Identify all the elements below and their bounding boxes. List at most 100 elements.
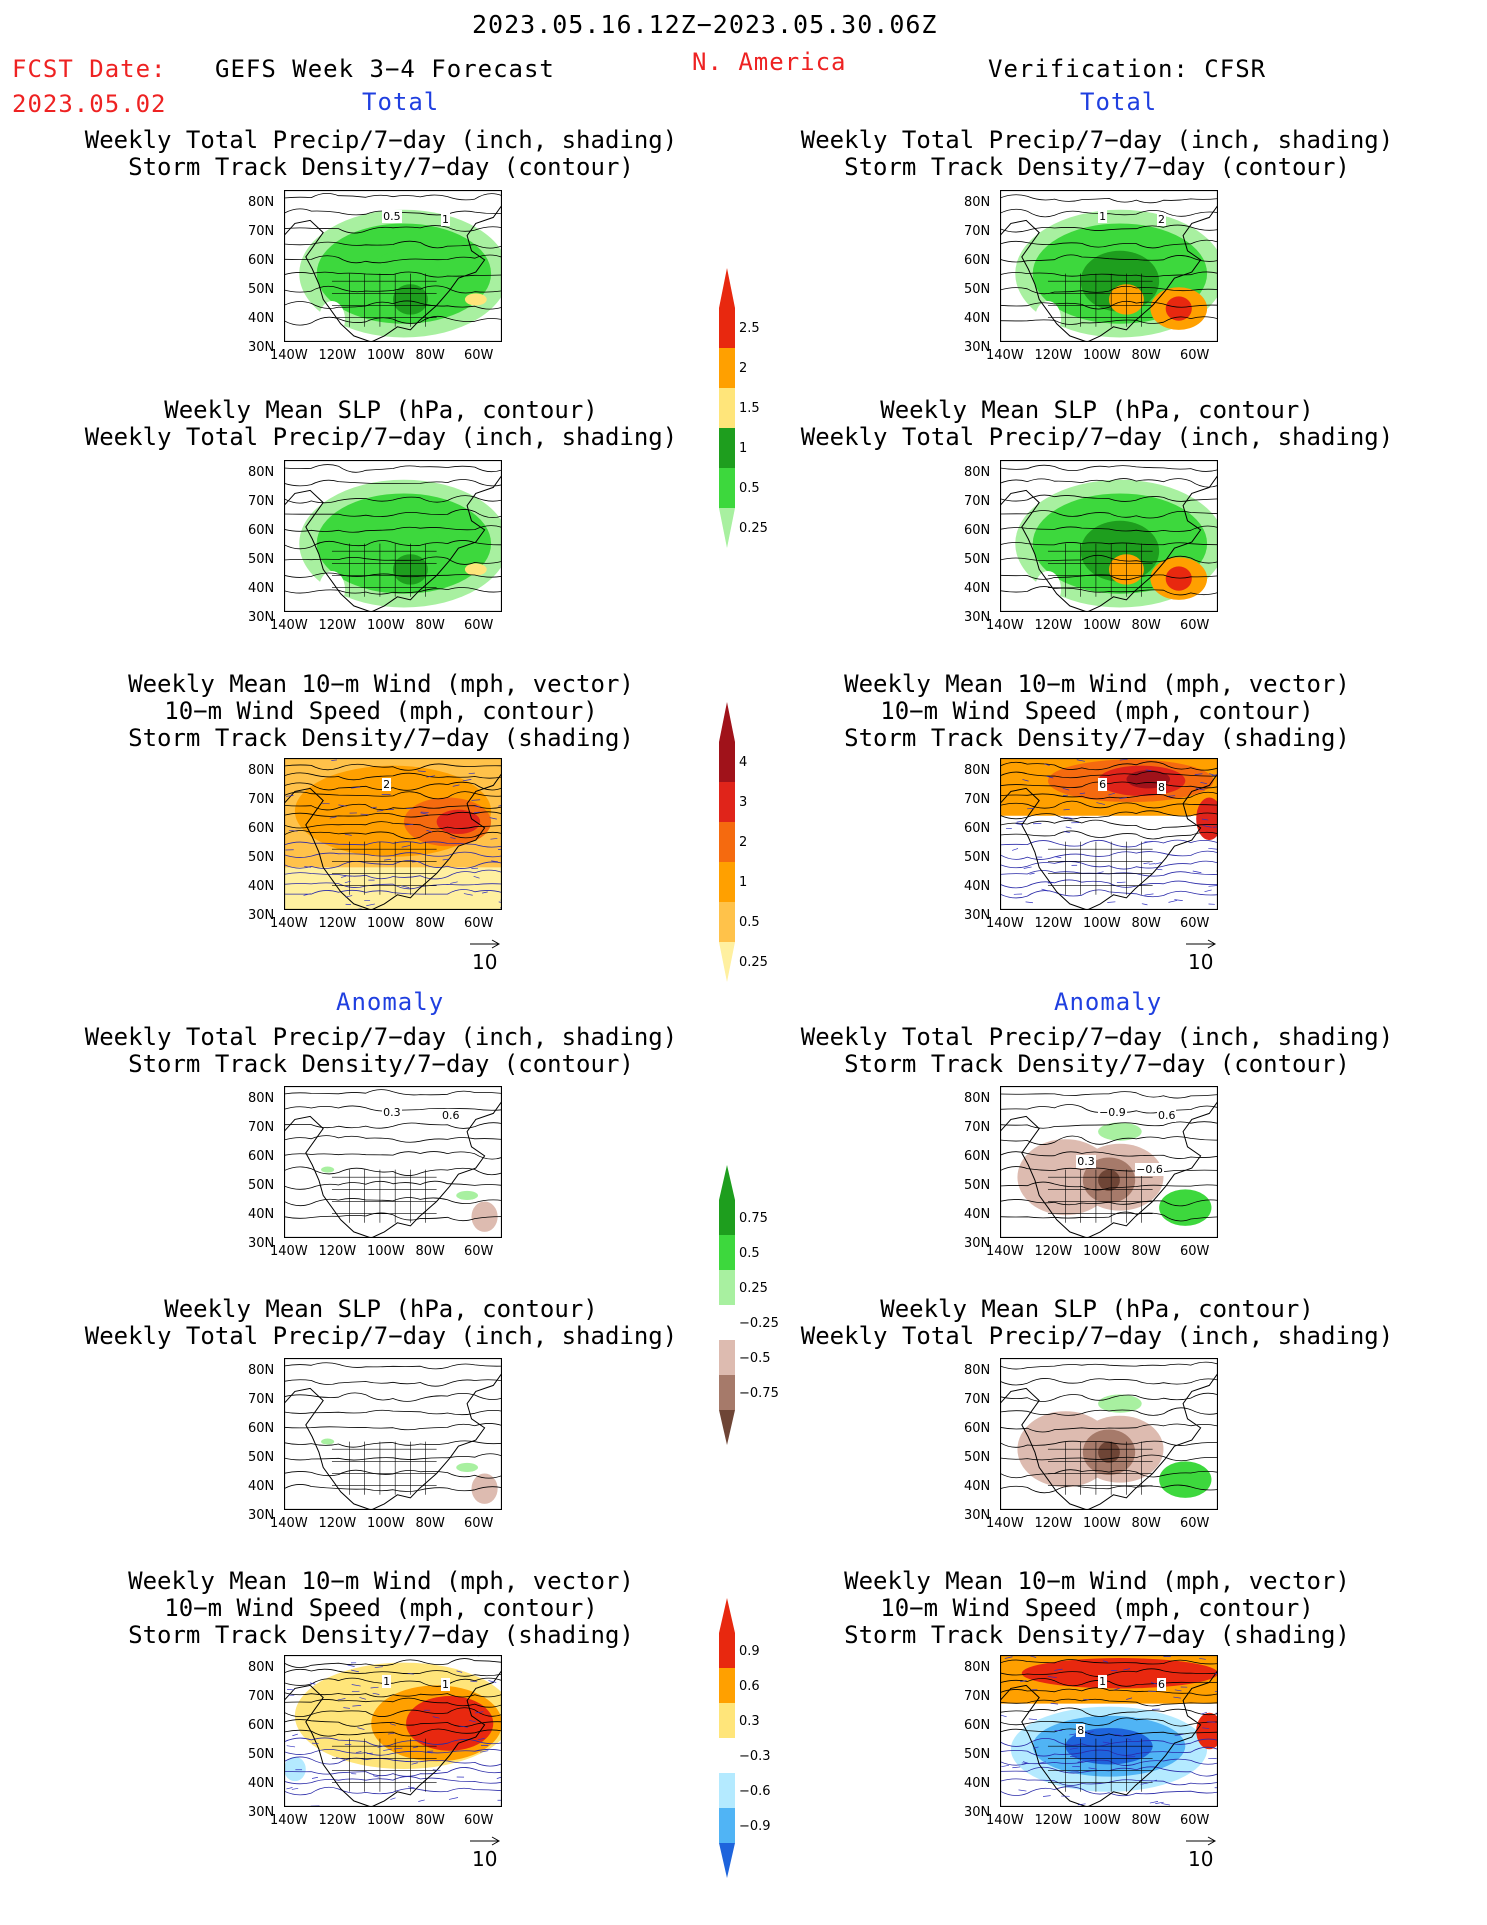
panel-title-line: Storm Track Density/7−day (contour) — [844, 153, 1350, 181]
section-anomaly-right: Anomaly — [1054, 988, 1163, 1016]
shading — [1000, 758, 1218, 841]
lat-label: 60N — [248, 821, 275, 836]
lon-label: 60W — [1180, 1244, 1210, 1259]
lon-label: 60W — [464, 1244, 494, 1259]
panel-title-line: Weekly Mean 10−m Wind (mph, vector) — [128, 1567, 634, 1595]
lat-label: 50N — [964, 1747, 991, 1762]
lat-label: 60N — [248, 1149, 275, 1164]
vector-ref-arrow-icon — [1186, 939, 1217, 949]
colorbar-precip-total — [719, 268, 735, 548]
vector-ref-value: 10 — [1188, 1847, 1214, 1871]
lat-label: 50N — [248, 1450, 275, 1465]
colorbar-precip-anom — [719, 1165, 735, 1445]
map-panel — [284, 1655, 502, 1807]
lat-label: 40N — [964, 581, 991, 596]
lat-label: 50N — [964, 850, 991, 865]
contour-label: 6 — [1156, 1678, 1166, 1692]
lon-label: 100W — [1083, 348, 1121, 363]
lon-label: 120W — [318, 348, 357, 363]
lat-label: 80N — [248, 763, 275, 778]
colorbar-label: 1 — [739, 875, 748, 890]
panel-title-line: Weekly Total Precip/7−day (inch, shading… — [84, 126, 678, 154]
panel-title-line: Weekly Total Precip/7−day (inch, shading… — [800, 1023, 1394, 1051]
map-panel — [284, 460, 502, 612]
section-total-right: Total — [1080, 88, 1158, 116]
lon-label: 120W — [318, 1244, 357, 1259]
lon-label: 80W — [415, 1244, 445, 1259]
lon-label: 140W — [270, 1516, 308, 1531]
contour-label: −0.6 — [1135, 1162, 1164, 1176]
lat-label: 70N — [248, 1120, 275, 1135]
contour-label: 2 — [382, 778, 392, 792]
lat-label: 70N — [248, 224, 275, 239]
lon-label: 120W — [318, 618, 357, 633]
coastline — [284, 1086, 502, 1238]
lat-label: 30N — [248, 610, 275, 625]
contour-label: 1 — [382, 1675, 392, 1689]
lon-label: 80W — [415, 916, 445, 931]
panel-title-line: Weekly Mean SLP (hPa, contour) — [164, 1295, 598, 1323]
panel-title-line: Storm Track Density/7−day (shading) — [844, 1621, 1350, 1649]
lat-label: 40N — [964, 879, 991, 894]
panel-title-line: Storm Track Density/7−day (shading) — [844, 724, 1350, 752]
section-anomaly-left: Anomaly — [336, 988, 445, 1016]
lon-label: 80W — [415, 618, 445, 633]
lon-label: 140W — [270, 1813, 308, 1828]
colorbar-storm-total — [719, 702, 735, 982]
shading — [284, 758, 502, 910]
lon-label: 60W — [1180, 1813, 1210, 1828]
contours — [1000, 464, 1218, 596]
colorbar-label: 0.5 — [739, 481, 760, 496]
lon-label: 60W — [1180, 348, 1210, 363]
panel-title-line: 10−m Wind Speed (mph, contour) — [880, 1594, 1314, 1622]
coastline — [284, 190, 502, 342]
lon-label: 120W — [318, 916, 357, 931]
lat-label: 40N — [248, 581, 275, 596]
lon-label: 120W — [1034, 1813, 1073, 1828]
contour-label: 2 — [1156, 213, 1166, 227]
vector-ref-arrow-icon — [470, 939, 501, 949]
lon-label: 60W — [464, 618, 494, 633]
map-panel — [1000, 1655, 1218, 1807]
colorbar-label: −0.75 — [739, 1385, 779, 1401]
lat-label: 30N — [248, 1236, 275, 1251]
lat-label: 60N — [248, 1718, 275, 1733]
coastline — [1000, 1655, 1218, 1807]
contour-label: 1 — [440, 1678, 450, 1692]
colorbar-label: 0.6 — [739, 1678, 760, 1694]
contour-label: 6 — [1098, 778, 1108, 792]
lon-label: 140W — [986, 618, 1024, 633]
lat-label: 30N — [964, 610, 991, 625]
lat-label: 70N — [964, 224, 991, 239]
colorbar-label: 3 — [739, 795, 748, 810]
lat-label: 40N — [964, 1207, 991, 1222]
verification-title: Verification: CFSR — [988, 55, 1267, 83]
lon-label: 120W — [318, 1516, 357, 1531]
lat-label: 80N — [248, 465, 275, 480]
lat-label: 70N — [248, 494, 275, 509]
panel-title-line: Storm Track Density/7−day (shading) — [128, 724, 634, 752]
lon-label: 100W — [367, 1244, 405, 1259]
coastline — [284, 1358, 502, 1510]
lat-label: 60N — [248, 523, 275, 538]
lat-label: 80N — [248, 1363, 275, 1378]
lat-label: 60N — [964, 523, 991, 538]
map-panel — [1000, 190, 1218, 342]
lat-label: 70N — [964, 792, 991, 807]
lat-label: 50N — [248, 1178, 275, 1193]
fcst-date-label: FCST Date: — [12, 55, 167, 83]
colorbar-label: −0.25 — [739, 1315, 779, 1331]
vector-ref-value: 10 — [1188, 950, 1214, 974]
lon-label: 100W — [1083, 1516, 1121, 1531]
lon-label: 100W — [1083, 916, 1121, 931]
lat-label: 40N — [248, 879, 275, 894]
lon-label: 60W — [464, 916, 494, 931]
contours — [284, 1362, 502, 1492]
panel-title-line: Storm Track Density/7−day (contour) — [128, 153, 634, 181]
lon-label: 60W — [464, 1516, 494, 1531]
vector-ref-arrow-icon — [470, 1836, 501, 1846]
colorbar-label: 2 — [739, 835, 748, 850]
lat-label: 50N — [248, 850, 275, 865]
panel-title-line: Storm Track Density/7−day (contour) — [128, 1050, 634, 1078]
panel-title-line: Weekly Total Precip/7−day (inch, shading… — [800, 126, 1394, 154]
